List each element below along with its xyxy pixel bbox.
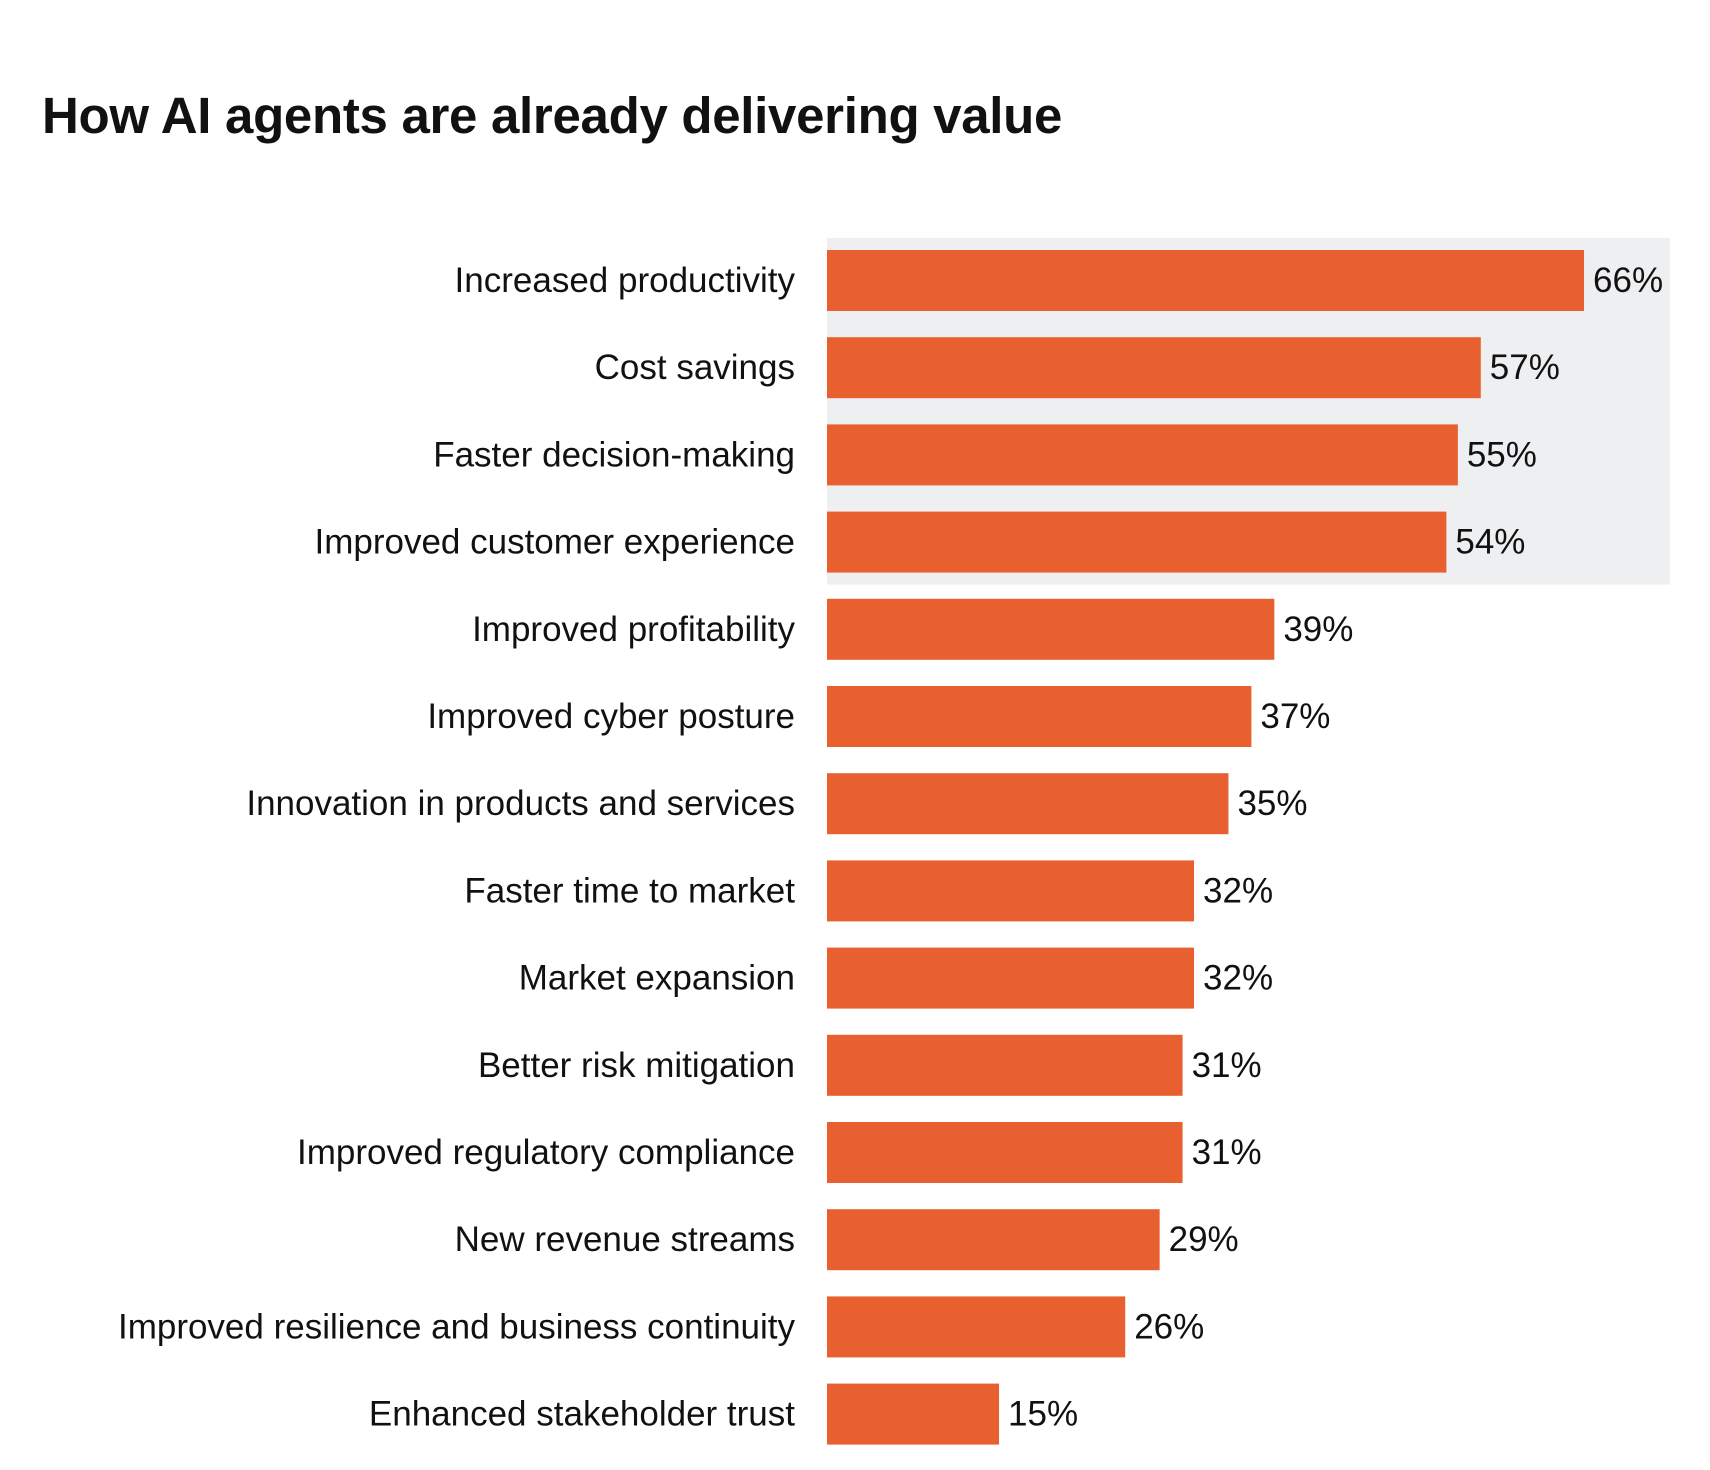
category-label: Improved resilience and business continu…: [118, 1307, 796, 1346]
data-label: 29%: [1169, 1220, 1239, 1259]
category-labels: Increased productivity Cost savings Faster…: [118, 261, 796, 1434]
category-label: Improved cyber posture: [427, 697, 795, 736]
category-label: Faster time to market: [464, 871, 795, 910]
bar: [827, 1034, 1183, 1096]
bar: [827, 598, 1275, 660]
data-label: 35%: [1237, 784, 1307, 823]
bar: [827, 1122, 1183, 1183]
bar: [827, 860, 1195, 922]
data-label: 54%: [1455, 523, 1525, 562]
data-label: 31%: [1192, 1133, 1262, 1172]
category-label: Market expansion: [519, 959, 795, 998]
data-label: 57%: [1490, 348, 1560, 387]
data-labels: 66% 57% 55% 54% 39% 37% 35% 32% 32% 31% 31% 29% 26% 1…: [1008, 261, 1663, 1434]
bar: [827, 250, 1585, 311]
category-label: Enhanced stakeholder trust: [369, 1395, 795, 1434]
category-label: Increased productivity: [455, 261, 796, 300]
bar: [827, 337, 1481, 399]
data-label: 31%: [1192, 1046, 1262, 1085]
data-label: 32%: [1203, 959, 1273, 998]
bar: [827, 1383, 1000, 1445]
chart-title: How AI agents are already delivering val…: [42, 87, 1063, 144]
data-label: 66%: [1593, 261, 1663, 300]
category-label: New revenue streams: [455, 1220, 795, 1259]
data-label: 39%: [1283, 610, 1353, 649]
category-label: Improved customer experience: [315, 523, 796, 562]
bar: [827, 511, 1447, 573]
bar: [827, 424, 1458, 486]
data-label: 32%: [1203, 871, 1273, 910]
bars: [827, 250, 1585, 1445]
category-label: Faster decision-making: [433, 435, 795, 474]
category-label: Improved profitability: [472, 610, 795, 649]
category-label: Cost savings: [595, 348, 795, 387]
data-label: 37%: [1260, 697, 1330, 736]
category-label: Better risk mitigation: [478, 1046, 795, 1085]
bar: [827, 1296, 1126, 1358]
data-label: 26%: [1134, 1307, 1204, 1346]
category-label: Innovation in products and services: [246, 784, 795, 823]
data-label: 55%: [1467, 435, 1537, 474]
bar: [827, 947, 1195, 1009]
data-label: 15%: [1008, 1395, 1078, 1434]
category-label: Improved regulatory compliance: [297, 1133, 795, 1172]
bar: [827, 773, 1229, 835]
bar: [827, 686, 1252, 747]
bar: [827, 1209, 1160, 1271]
